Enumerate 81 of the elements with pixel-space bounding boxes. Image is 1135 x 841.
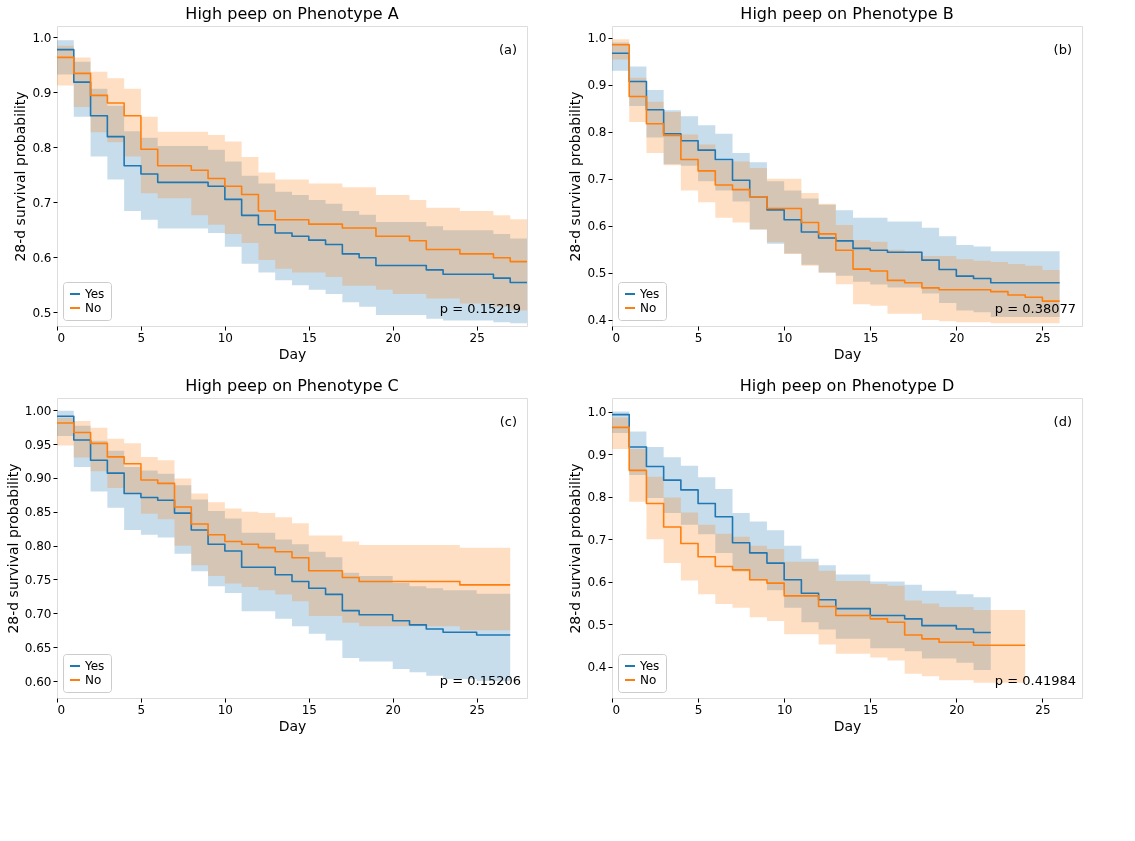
annotation: p = 0.15219 [439,301,521,316]
y-tick-label: 0.6 [587,575,607,590]
y-axis-title: 28-d survival probability [12,91,29,262]
x-tick-label: 10 [217,702,233,717]
x-tick-label: 20 [385,330,401,345]
x-tick-label: 25 [469,702,485,717]
annotation: (d) [1053,414,1072,429]
legend-label: Yes [84,287,105,301]
y-tick-label: 0.6 [587,219,607,234]
y-tick-label: 0.85 [24,505,52,520]
legend-label: No [85,673,102,687]
y-axis-title: 28-d survival probability [4,463,21,634]
x-tick-label: 15 [301,702,317,717]
y-tick-label: 0.75 [24,572,52,587]
y-tick-label: 0.4 [587,313,607,328]
y-tick-label: 1.00 [24,403,52,418]
legend-label: Yes [639,287,660,301]
x-axis-title: Day [278,717,307,734]
x-tick-label: 10 [777,330,793,345]
legend-label: No [640,673,657,687]
y-tick-label: 1.0 [587,31,607,46]
annotation: p = 0.15206 [439,673,521,688]
x-tick-label: 20 [949,702,965,717]
x-tick-label: 0 [612,330,621,345]
chart-title: High peep on Phenotype D [739,376,955,395]
x-tick-label: 0 [612,702,621,717]
x-tick-label: 25 [469,330,485,345]
x-tick-label: 15 [301,330,317,345]
legend-label: Yes [639,659,660,673]
annotation: (c) [499,414,517,429]
y-tick-label: 0.8 [587,490,607,505]
y-tick-label: 0.4 [587,660,607,675]
y-axis-title: 28-d survival probability [567,463,584,634]
y-tick-label: 0.90 [24,471,52,486]
y-tick-label: 0.7 [587,172,607,187]
y-tick-label: 0.8 [587,125,607,140]
chart-title: High peep on Phenotype B [740,4,954,23]
y-tick-label: 0.9 [32,85,52,100]
x-axis-title: Day [833,717,862,734]
x-tick-label: 0 [57,330,66,345]
x-tick-label: 5 [137,330,146,345]
annotation: (a) [498,42,517,57]
y-tick-label: 0.7 [587,532,607,547]
y-tick-label: 0.70 [24,606,52,621]
x-tick-label: 10 [217,330,233,345]
y-tick-label: 0.5 [587,266,607,281]
y-tick-label: 0.9 [587,78,607,93]
legend-label: Yes [84,659,105,673]
x-tick-label: 15 [863,702,879,717]
x-tick-label: 20 [385,702,401,717]
y-tick-label: 0.5 [587,617,607,632]
y-tick-label: 0.80 [24,539,52,554]
x-tick-label: 15 [863,330,879,345]
y-tick-label: 0.5 [32,305,52,320]
legend-label: No [640,301,657,315]
y-tick-label: 0.60 [24,674,52,689]
x-tick-label: 25 [1035,330,1051,345]
x-tick-label: 10 [777,702,793,717]
x-tick-label: 0 [57,702,66,717]
legend-label: No [85,301,102,315]
y-axis-title: 28-d survival probability [567,91,584,262]
y-tick-label: 0.95 [24,437,52,452]
x-tick-label: 5 [694,702,703,717]
y-tick-label: 0.6 [32,250,52,265]
x-tick-label: 5 [137,702,146,717]
y-tick-label: 0.9 [587,447,607,462]
annotation: (b) [1053,42,1072,57]
chart-title: High peep on Phenotype C [185,376,399,395]
y-tick-label: 1.0 [587,405,607,420]
y-tick-label: 0.8 [32,140,52,155]
y-tick-label: 1.0 [32,30,52,45]
annotation: p = 0.41984 [994,673,1076,688]
x-axis-title: Day [278,345,307,362]
x-axis-title: Day [833,345,862,362]
chart-title: High peep on Phenotype A [185,4,399,23]
y-tick-label: 0.65 [24,640,52,655]
annotation: p = 0.38077 [994,301,1076,316]
x-tick-label: 20 [949,330,965,345]
y-tick-label: 0.7 [32,195,52,210]
x-tick-label: 5 [694,330,703,345]
x-tick-label: 25 [1035,702,1051,717]
